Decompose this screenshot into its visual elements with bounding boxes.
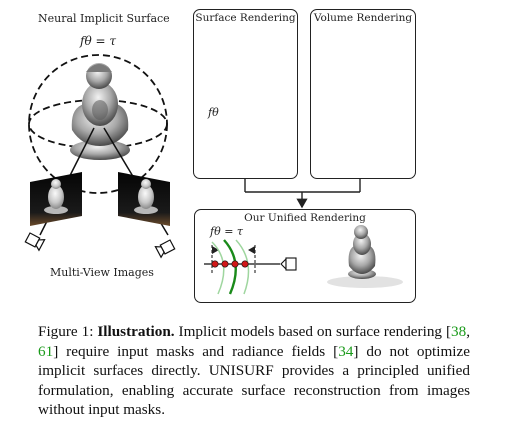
citation-link[interactable]: 61 <box>38 342 54 360</box>
unified-rendering-panel: Our Unified Rendering <box>194 209 416 303</box>
caption-text: Implicit models based on surface renderi… <box>174 323 452 340</box>
panel-title: Volume Rendering <box>313 12 413 24</box>
figure-illustration: Surface Rendering Volume Rendering Our U… <box>24 9 416 303</box>
surface-equation: fθ = τ <box>80 34 116 48</box>
multiview-label: Multi-View Images <box>50 266 154 279</box>
figure-caption: Figure 1: Illustration. Implicit models … <box>38 322 470 420</box>
caption-prefix: Figure 1: <box>38 323 98 340</box>
caption-text: ] do not optimize implicit surfaces dire… <box>38 342 470 419</box>
surface-rendering-panel: Surface Rendering <box>193 9 298 179</box>
citation-link[interactable]: 34 <box>338 342 354 360</box>
unified-panel-equation: fθ = τ <box>210 225 243 238</box>
panel-title: Our Unified Rendering <box>244 212 366 224</box>
citation-link[interactable]: 38 <box>451 323 467 340</box>
camera-icon <box>154 239 176 259</box>
unified-render-statue <box>327 225 403 288</box>
camera-icon <box>24 232 46 252</box>
camera-icon <box>280 257 297 271</box>
caption-text: ] require input masks and radiance field… <box>53 342 339 360</box>
caption-bold-title: Illustration. <box>97 323 175 340</box>
surface-panel-equation: fθ <box>208 106 219 119</box>
caption-separator: , <box>466 323 470 340</box>
volume-rendering-panel: Volume Rendering <box>310 9 416 179</box>
implicit-surface-title: Neural Implicit Surface <box>38 12 170 25</box>
panel-title: Surface Rendering <box>195 12 296 24</box>
input-image-right <box>118 172 170 226</box>
statue-render <box>70 63 130 160</box>
input-image-left <box>30 172 82 226</box>
